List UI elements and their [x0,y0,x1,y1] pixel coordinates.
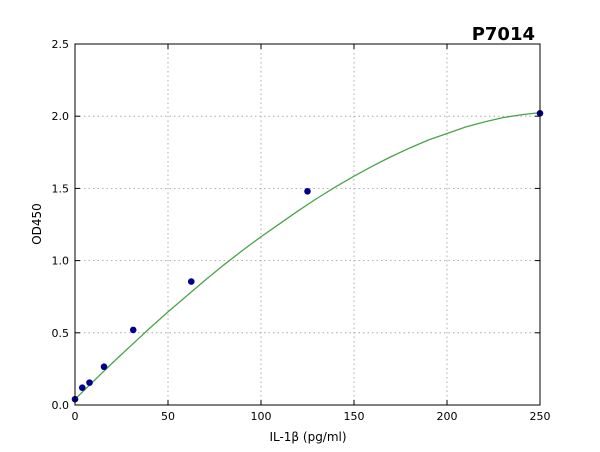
data-point [86,379,93,386]
y-tick-label: 2.5 [52,38,70,51]
x-tick-label: 100 [251,410,272,423]
plot-frame [74,43,541,406]
x-tick-label: 50 [161,410,175,423]
x-tick-label: 150 [344,410,365,423]
data-point [187,278,195,285]
data-point [129,326,137,334]
ticks: 0 50 100 150 200 250 0.0 0.5 1.0 1.5 2.0 2.5 [52,38,551,423]
x-axis-label: IL-1β (pg/ml) [269,430,346,444]
data-point [78,384,86,391]
x-tick-label: 200 [437,410,458,423]
fit-curve-layer [74,111,541,400]
chart-title: P7014 [472,24,535,45]
y-tick-label: 1.0 [52,255,70,268]
y-tick-label: 0.0 [52,399,70,412]
data-point [100,363,108,371]
x-tick-label: 250 [530,410,551,423]
y-tick-label: 0.5 [52,327,70,340]
y-tick-label: 1.5 [52,182,70,195]
y-tick-label: 2.0 [52,110,70,123]
fit-curve [74,111,541,400]
data-point [304,187,311,195]
x-tick-label: 0 [72,410,79,423]
grid [75,44,540,405]
y-axis-label: OD450 [30,203,44,245]
data-points-layer [71,110,544,403]
